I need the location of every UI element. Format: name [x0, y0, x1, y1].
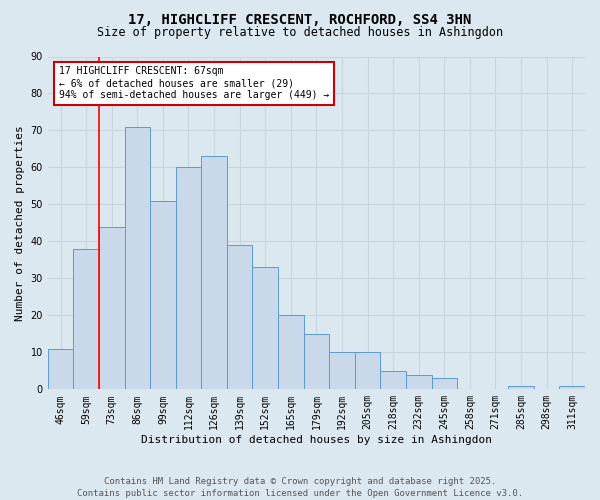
Bar	[431, 378, 457, 390]
Bar	[304, 334, 329, 390]
Bar	[125, 127, 150, 390]
Text: 17 HIGHCLIFF CRESCENT: 67sqm
← 6% of detached houses are smaller (29)
94% of sem: 17 HIGHCLIFF CRESCENT: 67sqm ← 6% of det…	[59, 66, 329, 100]
Text: 17, HIGHCLIFF CRESCENT, ROCHFORD, SS4 3HN: 17, HIGHCLIFF CRESCENT, ROCHFORD, SS4 3H…	[128, 12, 472, 26]
Bar	[73, 249, 99, 390]
Bar	[329, 352, 355, 390]
Bar	[48, 348, 73, 390]
Bar	[253, 268, 278, 390]
Y-axis label: Number of detached properties: Number of detached properties	[15, 125, 25, 321]
Bar	[201, 156, 227, 390]
Bar	[406, 374, 431, 390]
Text: Contains HM Land Registry data © Crown copyright and database right 2025.
Contai: Contains HM Land Registry data © Crown c…	[77, 476, 523, 498]
Bar	[559, 386, 585, 390]
Bar	[176, 168, 201, 390]
Bar	[508, 386, 534, 390]
Bar	[355, 352, 380, 390]
Bar	[99, 226, 125, 390]
Bar	[150, 200, 176, 390]
Bar	[227, 245, 253, 390]
Text: Size of property relative to detached houses in Ashingdon: Size of property relative to detached ho…	[97, 26, 503, 39]
Bar	[278, 316, 304, 390]
X-axis label: Distribution of detached houses by size in Ashingdon: Distribution of detached houses by size …	[141, 435, 492, 445]
Bar	[380, 371, 406, 390]
